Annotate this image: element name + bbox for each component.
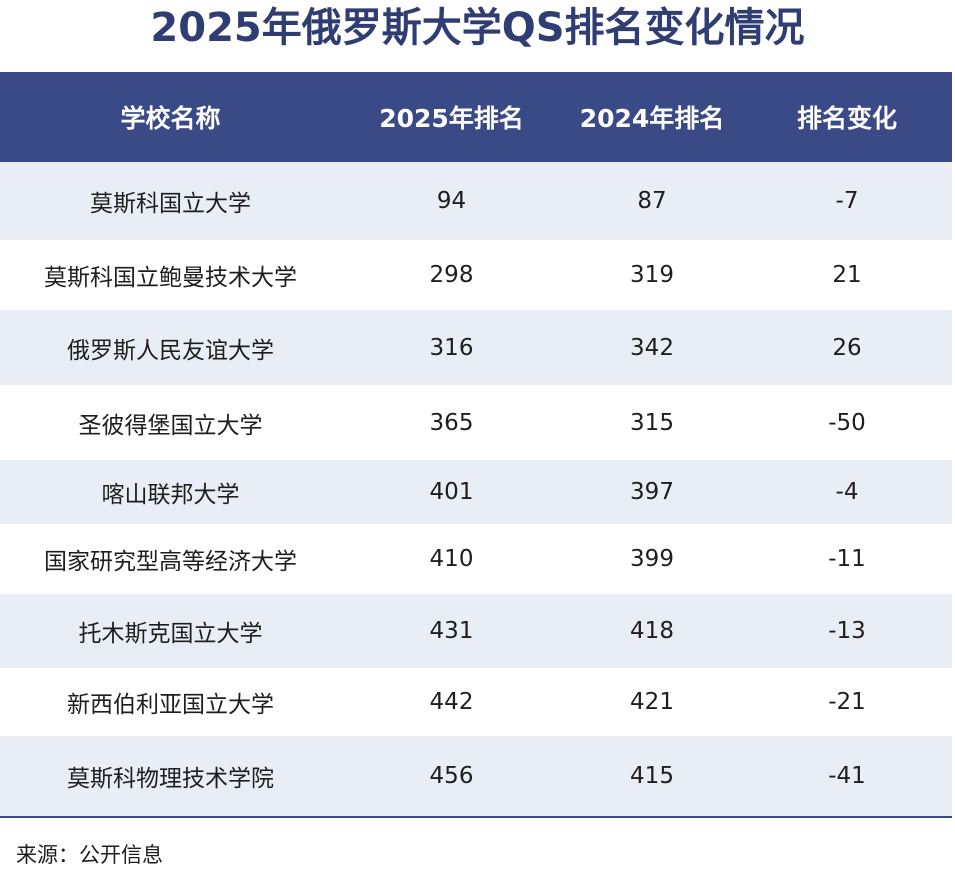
school-name-cell: 国家研究型高等经济大学: [44, 549, 297, 575]
source-note: 来源：公开信息: [16, 843, 163, 867]
table-row: 莫斯科物理技术学院 456 415 -41: [0, 736, 952, 816]
rank-2025-cell: 94: [436, 188, 467, 214]
table-row: 喀山联邦大学 401 397 -4: [0, 460, 952, 524]
rank-change-cell: -21: [828, 689, 866, 715]
rank-2024-cell: 342: [630, 334, 674, 361]
ranking-table: 学校名称 2025年排名 2024年排名 排名变化 莫斯科国立大学 94 87 …: [0, 72, 952, 818]
school-name-cell: 俄罗斯人民友谊大学: [67, 337, 274, 364]
rank-change-cell: 21: [832, 262, 862, 288]
rank-change-cell: 26: [832, 334, 862, 361]
school-name-cell: 莫斯科国立鲍曼技术大学: [44, 265, 297, 291]
school-name-cell: 托木斯克国立大学: [78, 621, 263, 647]
rank-change-cell: -11: [828, 546, 866, 572]
table-row: 国家研究型高等经济大学 410 399 -11: [0, 524, 952, 594]
rank-2024-cell: 399: [630, 546, 674, 572]
rank-2024-cell: 397: [630, 479, 674, 505]
rank-2024-cell: 415: [630, 763, 674, 789]
school-name-cell: 圣彼得堡国立大学: [78, 412, 263, 439]
rank-2025-cell: 365: [429, 409, 474, 436]
school-name-cell: 莫斯科物理技术学院: [67, 766, 274, 792]
page-title: 2025年俄罗斯大学QS排名变化情况: [150, 5, 805, 51]
table-row: 俄罗斯人民友谊大学 316 342 26: [0, 310, 952, 385]
table-row: 圣彼得堡国立大学 365 315 -50: [0, 385, 952, 460]
rank-2025-cell: 431: [429, 618, 474, 644]
table-row: 新西伯利亚国立大学 442 421 -21: [0, 668, 952, 736]
rank-change-cell: -7: [835, 188, 859, 214]
rank-2024-cell: 418: [630, 618, 674, 644]
rank-change-cell: -4: [835, 479, 859, 505]
column-header-school-name: 学校名称: [120, 104, 221, 133]
rank-2024-cell: 87: [637, 188, 667, 214]
school-name-cell: 新西伯利亚国立大学: [67, 692, 274, 718]
rank-change-cell: -41: [828, 763, 866, 789]
table-header: 学校名称 2025年排名 2024年排名 排名变化: [0, 72, 952, 162]
rank-2025-cell: 316: [429, 334, 474, 361]
rank-2025-cell: 410: [429, 546, 474, 572]
column-header-rank-change: 排名变化: [796, 104, 897, 133]
table-row: 托木斯克国立大学 431 418 -13: [0, 594, 952, 668]
school-name-cell: 喀山联邦大学: [101, 482, 240, 508]
rank-change-cell: -13: [828, 618, 866, 644]
table-row: 莫斯科国立大学 94 87 -7: [0, 162, 952, 240]
column-header-rank-2025: 2025年排名: [379, 104, 524, 133]
rank-2024-cell: 421: [630, 689, 674, 715]
rank-2025-cell: 456: [429, 763, 474, 789]
rank-2025-cell: 401: [429, 479, 474, 505]
table-row: 莫斯科国立鲍曼技术大学 298 319 21: [0, 240, 952, 310]
rank-2025-cell: 442: [429, 689, 474, 715]
rank-2025-cell: 298: [429, 262, 474, 288]
column-header-rank-2024: 2024年排名: [579, 104, 725, 133]
rank-change-cell: -50: [828, 409, 866, 436]
rank-2024-cell: 315: [630, 409, 674, 436]
rank-2024-cell: 319: [630, 262, 674, 288]
school-name-cell: 莫斯科国立大学: [90, 191, 251, 217]
